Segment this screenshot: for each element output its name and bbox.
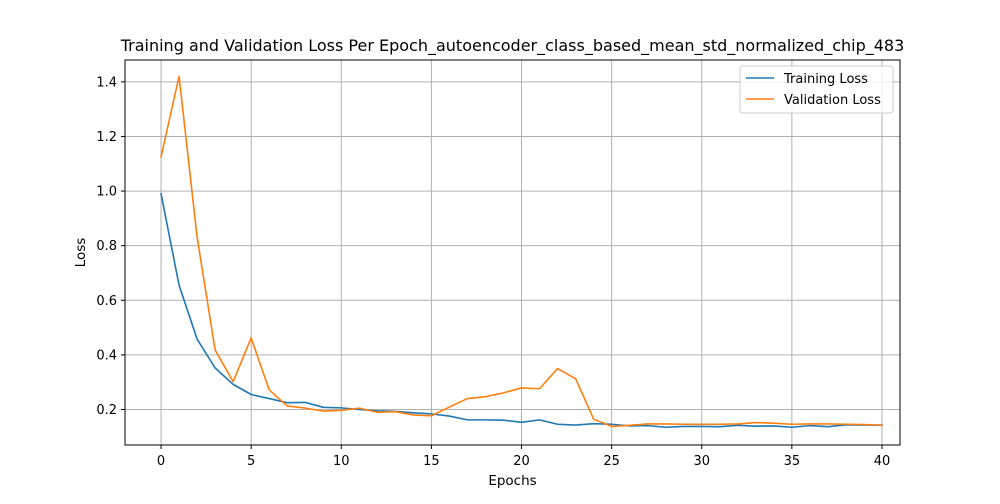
- x-tick-label: 30: [693, 454, 710, 469]
- y-tick-label: 1.2: [96, 130, 117, 145]
- plot-frame: [124, 59, 901, 446]
- y-tick-label: 1.4: [96, 75, 117, 90]
- y-tick-label: 0.8: [96, 239, 117, 254]
- legend-box: [739, 65, 894, 114]
- x-tick-label: 35: [784, 454, 801, 469]
- x-tick-label: 40: [874, 454, 891, 469]
- series-layer: [160, 75, 883, 429]
- legend-label: Training Loss: [783, 72, 868, 87]
- chart-title: Training and Validation Loss Per Epoch_a…: [120, 36, 905, 56]
- tick-layer: 0 5 10 15 20 25 30 35 40 0.2 0.4 0.6 0.8 1.0 1.2 1.4: [96, 75, 890, 469]
- legend-label: Validation Loss: [784, 93, 881, 108]
- x-tick-label: 10: [333, 454, 350, 469]
- y-tick-label: 1.0: [96, 185, 117, 200]
- x-tick-label: 20: [513, 454, 530, 469]
- validation-loss-line: [160, 75, 883, 428]
- x-axis-label: Epochs: [488, 473, 536, 489]
- x-tick-label: 15: [423, 454, 440, 469]
- y-tick-label: 0.2: [96, 403, 117, 418]
- y-tick-label: 0.6: [96, 294, 117, 309]
- x-tick-label: 25: [603, 454, 620, 469]
- y-tick-label: 0.4: [96, 348, 117, 363]
- x-tick-label: 5: [247, 454, 255, 469]
- x-tick-label: 0: [157, 454, 165, 469]
- y-axis-label: Loss: [73, 238, 89, 268]
- grid-layer: [125, 60, 900, 445]
- legend: Training Loss Validation Loss: [739, 65, 894, 114]
